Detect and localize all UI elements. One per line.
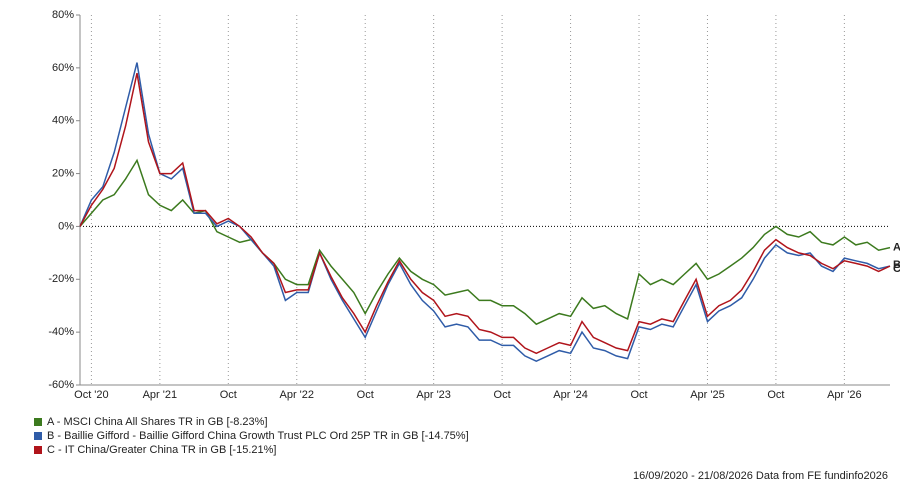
y-tick-label: 80% bbox=[52, 9, 74, 21]
end-label: C bbox=[893, 263, 900, 275]
x-tick-label: Oct '20 bbox=[74, 389, 109, 401]
series-line bbox=[79, 62, 891, 363]
y-tick-label: -60% bbox=[48, 379, 74, 391]
y-tick-label: 0% bbox=[58, 220, 74, 232]
legend-label: A - MSCI China All Shares TR in GB [-8.2… bbox=[47, 416, 268, 428]
y-tick-label: -20% bbox=[48, 273, 74, 285]
x-tick-label: Apr '26 bbox=[827, 389, 862, 401]
legend-label: C - IT China/Greater China TR in GB [-15… bbox=[47, 444, 276, 456]
x-tick-label: Oct bbox=[767, 389, 784, 401]
series-line bbox=[79, 72, 891, 355]
end-label: A bbox=[893, 241, 900, 253]
legend-swatch bbox=[34, 432, 42, 440]
y-tick-label: -40% bbox=[48, 326, 74, 338]
x-tick-label: Apr '23 bbox=[416, 389, 451, 401]
x-tick-label: Apr '25 bbox=[690, 389, 725, 401]
legend-swatch bbox=[34, 446, 42, 454]
x-tick-label: Oct bbox=[630, 389, 647, 401]
x-tick-label: Apr '21 bbox=[143, 389, 178, 401]
y-tick-label: 20% bbox=[52, 167, 74, 179]
y-tick-label: 40% bbox=[52, 115, 74, 127]
x-tick-label: Oct bbox=[494, 389, 511, 401]
y-tick-label: 60% bbox=[52, 62, 74, 74]
legend-swatch bbox=[34, 418, 42, 426]
footer: 16/09/2020 - 21/08/2026 Data from FE fun… bbox=[633, 470, 888, 482]
x-tick-label: Oct bbox=[357, 389, 374, 401]
x-tick-label: Apr '24 bbox=[553, 389, 588, 401]
legend-label: B - Baillie Gifford - Baillie Gifford Ch… bbox=[47, 430, 469, 442]
x-tick-label: Oct bbox=[220, 389, 237, 401]
series-line bbox=[79, 158, 891, 326]
end-label: B bbox=[893, 259, 900, 271]
x-tick-label: Apr '22 bbox=[280, 389, 315, 401]
